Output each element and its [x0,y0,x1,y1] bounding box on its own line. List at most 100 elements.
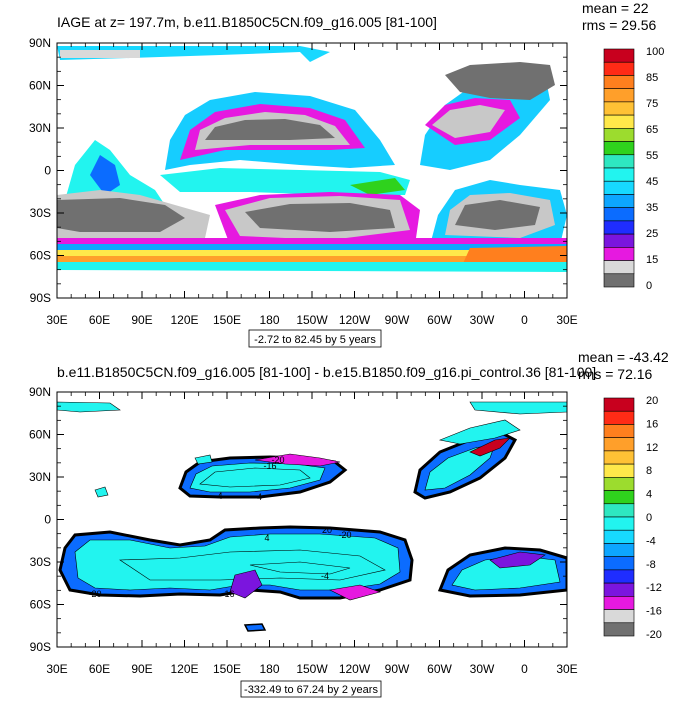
panel2-x-tick-labels: 30E 60E 90E 120E 150E 180 150W 120W 90W 60W 30W 0 30… [46,662,577,676]
colorbar-swatch [603,424,635,438]
panel2-spac-contour-a [119,549,386,581]
panel1-colorbar [603,48,635,288]
panel1-satl-dark [455,200,540,230]
colorbar-swatch [603,450,635,465]
colorbar-swatch [603,101,635,116]
panel2-satl-magenta [489,551,546,569]
colorbar-label: -12 [646,582,662,594]
panel1-arctic-gray [60,50,140,58]
panel1-title: IAGE at z= 197.7m, b.e11.B1850C5CN.f09_g… [57,14,437,30]
panel1-mean: mean = 22 [582,0,649,16]
y-tick-label: 60N [29,428,51,442]
colorbar-swatch [603,260,635,275]
x-tick-label: 30E [46,662,67,676]
panel1-so-magenta [57,238,567,244]
panel1-eqpac-field [160,168,410,195]
panel2-patch-c [194,454,213,465]
x-tick-label: 0 [521,313,528,327]
colorbar-label: 75 [646,98,658,110]
x-tick-label: 120W [339,662,371,676]
colorbar-label: 0 [646,280,652,292]
colorbar-label: 65 [646,124,658,136]
y-tick-label: 60S [30,249,51,263]
x-tick-label: 90W [385,662,410,676]
panel2-patch-b [243,623,267,632]
panel1-sind-dark [57,198,185,232]
panel1-so-yellow [57,250,567,256]
colorbar-label: 8 [646,465,652,477]
panel2-colorbar-labels: 20 16 12 8 4 0 -4 -8 -12 -16 -20 [646,395,662,641]
contour-label: -20 [271,455,284,465]
x-tick-label: 60E [89,662,110,676]
colorbar-label: 15 [646,254,658,266]
colorbar-swatch [603,596,635,610]
colorbar-swatch [603,207,635,222]
colorbar-swatch [603,220,635,235]
colorbar-label: 35 [646,202,658,214]
colorbar-label: -8 [646,559,656,571]
panel1-so-blue [57,244,567,250]
x-tick-label: 30W [470,662,495,676]
x-tick-label: 30E [556,662,577,676]
panel2-npac-contour [199,467,311,488]
colorbar-swatch [603,569,635,584]
panel2-arctic-field [57,401,121,413]
y-tick-label: 90N [29,36,51,50]
colorbar-label: -16 [646,606,662,618]
colorbar-label: 100 [646,46,664,58]
panel1-natl-gray [432,105,505,138]
colorbar-swatch [603,543,635,557]
contour-label: -4 [321,571,329,581]
panel2-mean: mean = -43.42 [578,349,669,365]
panel1-so-cyan [57,262,567,272]
panel1-so-orange [57,256,567,262]
panel1-indian-blue [90,155,120,195]
panel2-colorbar [603,397,635,637]
panel1-npac-dark [205,119,335,140]
x-tick-label: 120W [339,313,371,327]
panel2-spac-magenta-east [329,584,382,601]
panel2-spac-contour-b [249,561,351,575]
panel2-natl-red [469,437,511,457]
contour-label: -4 [254,492,262,502]
panel2-npac-magenta [254,453,341,467]
panel2-range-box [240,680,382,698]
y-tick-label: 30S [30,206,51,220]
panel2-arctic-east [469,401,567,415]
colorbar-swatch [603,88,635,103]
colorbar-label: 25 [646,228,658,240]
x-tick-label: 120E [170,313,198,327]
x-tick-label: 180 [259,313,279,327]
x-tick-label: 90W [385,313,410,327]
colorbar-swatch [603,194,635,208]
colorbar-swatch [603,233,635,248]
panel2-patch-a [94,486,109,498]
panel1-range-label: -2.72 to 82.45 by 5 years [254,334,376,346]
x-tick-label: 60W [427,662,452,676]
y-tick-label: 90S [30,640,51,654]
colorbar-swatch [603,75,635,89]
panel2-range-label: -332.49 to 67.24 by 2 years [244,684,378,696]
x-tick-label: 0 [521,662,528,676]
colorbar-swatch [603,273,635,288]
panel2-title: b.e11.B1850C5CN.f09_g16.005 [81-100] - b… [57,364,596,380]
contour-label: -20 [338,530,351,540]
panel2-satl-inner [451,555,561,591]
colorbar-label: 45 [646,176,658,188]
panel2-ticks [56,391,568,648]
x-tick-label: 90E [131,662,152,676]
x-tick-label: 30E [556,313,577,327]
x-tick-label: 150E [213,662,241,676]
panel1-range-box [248,329,382,348]
colorbar-swatch [603,114,635,129]
colorbar-swatch [603,529,635,544]
colorbar-swatch [603,463,635,478]
colorbar-swatch [603,397,635,412]
colorbar-swatch [603,61,635,76]
panel2-y-tick-labels: 90N 60N 30N 0 30S 60S 90S [29,385,51,654]
panel2-natl-north [438,419,521,445]
panel1-rms: rms = 29.56 [582,17,657,33]
y-tick-label: 60S [30,598,51,612]
contour-label: 20 [322,525,332,535]
